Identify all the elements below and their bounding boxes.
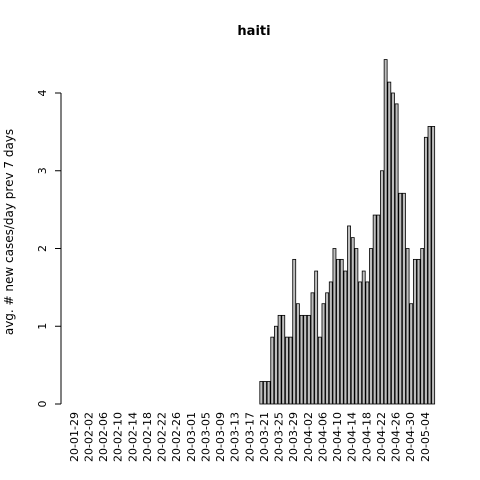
bar [292, 258, 297, 405]
bar [274, 325, 278, 405]
x-tick-label: 20-04-14 [346, 412, 359, 462]
x-tick-label: 20-03-05 [199, 412, 212, 462]
bar [310, 292, 315, 405]
x-tick-label: 20-04-26 [390, 412, 403, 462]
bar [325, 292, 330, 405]
x-tick-label: 20-02-26 [170, 412, 183, 462]
bar [347, 225, 351, 405]
x-tick-label: 20-02-10 [112, 412, 125, 462]
bar [376, 214, 381, 405]
bar [285, 336, 289, 405]
y-tick-label: 3 [36, 167, 49, 174]
bar [303, 314, 308, 405]
y-tick-label: 2 [36, 245, 49, 252]
bar [398, 192, 403, 405]
bar [420, 248, 425, 405]
bar [358, 281, 362, 405]
bar [387, 81, 392, 405]
bar [306, 314, 311, 405]
x-tick-label: 20-04-02 [302, 412, 315, 462]
x-tick-label: 20-03-01 [185, 412, 198, 462]
x-tick-label: 20-04-10 [331, 412, 344, 462]
bar [402, 192, 406, 405]
bar [339, 258, 344, 405]
x-tick-label: 20-04-18 [360, 412, 373, 462]
bar [343, 270, 348, 405]
bar [259, 381, 264, 405]
x-tick-label: 20-03-25 [273, 412, 286, 462]
x-tick-label: 20-04-06 [316, 412, 329, 462]
bar [295, 303, 300, 405]
x-tick-label: 20-05-04 [419, 412, 432, 462]
y-tick-label: 4 [36, 90, 49, 97]
bar [277, 314, 282, 405]
x-tick-label: 20-02-06 [97, 412, 110, 462]
bar [266, 381, 271, 405]
x-tick-label: 20-04-22 [375, 412, 388, 462]
y-tick-label: 1 [36, 323, 49, 330]
bar [412, 258, 417, 405]
bar [281, 314, 286, 405]
x-tick-label: 20-04-30 [404, 412, 417, 462]
bar [383, 59, 388, 405]
bar [369, 248, 373, 405]
x-tick-label: 20-03-29 [287, 412, 300, 462]
bar [372, 214, 377, 405]
y-tick-label: 0 [36, 401, 49, 408]
bar [380, 170, 384, 405]
bar [423, 136, 428, 405]
bar [409, 303, 414, 405]
bar [416, 258, 421, 405]
bar [270, 336, 275, 405]
y-axis-label: avg. # new cases/day prev 7 days [2, 129, 16, 335]
bar [431, 126, 436, 405]
x-tick-label: 20-03-09 [214, 412, 227, 462]
bar [405, 248, 410, 405]
bar [321, 303, 326, 405]
x-tick-label: 20-03-13 [229, 412, 242, 462]
bar [288, 336, 293, 405]
x-tick-label: 20-02-22 [156, 412, 169, 462]
bar [361, 270, 366, 405]
y-axis: 0 1 2 3 4 [36, 90, 62, 408]
bar [365, 281, 370, 405]
x-tick-label: 20-02-02 [82, 412, 95, 462]
bar [314, 270, 319, 405]
bar [299, 314, 304, 405]
bar [263, 381, 267, 405]
bar [336, 258, 341, 405]
bar [391, 92, 395, 405]
x-tick-label: 20-02-14 [126, 412, 139, 462]
bar [328, 281, 333, 405]
x-tick-label: 20-03-17 [243, 412, 256, 462]
bar [427, 126, 432, 405]
x-tick-label: 20-01-29 [68, 412, 81, 462]
x-tick-label: 20-02-18 [141, 412, 154, 462]
bar [394, 103, 399, 405]
x-axis: 20-01-29 20-02-02 20-02-06 20-02-10 20-02-14… [68, 412, 432, 462]
bar [350, 237, 355, 405]
bars [259, 59, 436, 405]
bar [332, 248, 337, 405]
bar [317, 336, 322, 405]
x-tick-label: 20-03-21 [258, 412, 271, 462]
bar [354, 248, 359, 405]
chart-title: haiti [237, 24, 270, 39]
